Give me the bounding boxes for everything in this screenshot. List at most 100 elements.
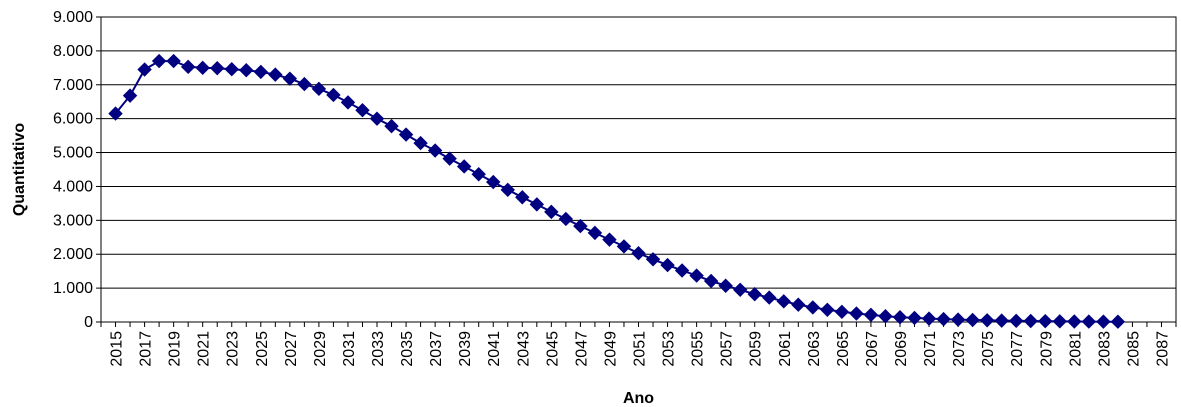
data-point-marker: [1110, 314, 1126, 329]
data-point-marker: [1023, 313, 1038, 329]
data-point-marker: [994, 313, 1009, 328]
x-tick-label: 2021: [196, 331, 213, 367]
data-point-marker: [878, 309, 893, 324]
data-point-marker: [645, 252, 661, 267]
data-point-marker: [747, 287, 762, 302]
data-point-marker: [703, 273, 719, 289]
data-point-marker: [355, 102, 370, 118]
y-tick-label: 4.000: [53, 178, 93, 195]
x-tick-label: 2067: [864, 331, 881, 367]
data-point-marker: [326, 87, 341, 103]
data-point-marker: [892, 310, 908, 325]
y-axis-title: Quantitativo: [11, 123, 28, 217]
y-tick-label: 8.000: [53, 43, 93, 60]
x-tick-label: 2075: [980, 331, 997, 367]
data-point-marker: [587, 225, 603, 241]
x-tick-label: 2063: [806, 331, 823, 367]
y-tick-label: 6.000: [53, 111, 93, 128]
data-point-marker: [427, 143, 443, 158]
x-tick-label: 2055: [690, 331, 707, 367]
x-tick-label: 2081: [1067, 331, 1084, 367]
data-point-marker: [820, 302, 835, 318]
x-tick-label: 2027: [283, 331, 300, 367]
data-point-marker: [1067, 314, 1082, 329]
y-tick-label: 0: [84, 314, 93, 331]
x-tick-label: 2065: [835, 331, 852, 367]
data-point-marker: [674, 263, 690, 278]
data-point-marker: [689, 268, 704, 283]
x-tick-label: 2079: [1038, 331, 1055, 367]
data-point-marker: [834, 304, 850, 320]
x-tick-label: 2045: [544, 331, 561, 367]
data-point-marker: [631, 245, 646, 261]
data-point-marker: [979, 313, 995, 328]
data-point-marker: [413, 135, 428, 151]
data-point-marker: [340, 95, 356, 110]
data-point-marker: [718, 278, 733, 293]
y-tick-label: 5.000: [53, 145, 93, 162]
x-tick-label: 2083: [1096, 331, 1113, 367]
data-point-marker: [122, 88, 138, 103]
data-point-marker: [137, 62, 152, 77]
data-point-marker: [602, 232, 617, 247]
y-tick-label: 9.000: [53, 9, 93, 26]
x-tick-label: 2037: [428, 331, 445, 367]
data-point-marker: [950, 312, 966, 327]
x-tick-label: 2015: [109, 331, 126, 367]
x-tick-label: 2017: [138, 331, 155, 367]
data-point-marker: [471, 167, 486, 182]
x-tick-label: 2023: [225, 331, 242, 367]
data-point-marker: [253, 64, 269, 80]
x-tick-label: 2033: [370, 331, 387, 367]
x-tick-label: 2049: [602, 331, 619, 367]
data-point-marker: [515, 190, 530, 205]
axes: 0 1.000 2.000 3.000 4.000 5.000 6.000 7.000 8.00…: [53, 9, 1177, 367]
x-tick-label: 2051: [632, 331, 649, 367]
data-point-marker: [863, 307, 879, 323]
x-tick-label: 2087: [1154, 331, 1171, 367]
y-tick-label: 2.000: [53, 246, 93, 263]
x-tick-label: 2061: [777, 331, 794, 367]
x-tick-label: 2029: [312, 331, 329, 367]
data-point-marker: [180, 59, 196, 75]
data-point-marker: [1052, 314, 1067, 329]
data-point-marker: [1096, 314, 1111, 329]
data-point-marker: [384, 118, 399, 134]
data-point-marker: [1038, 313, 1053, 329]
data-point-marker: [965, 312, 980, 328]
x-tick-label: 2039: [457, 331, 474, 367]
data-point-marker: [486, 174, 501, 190]
x-tick-label: 2053: [661, 331, 678, 367]
x-tick-label: 2071: [922, 331, 939, 367]
data-point-marker: [921, 311, 937, 326]
plot-area-frame: [100, 16, 1177, 323]
data-point-marker: [1008, 313, 1024, 329]
data-point-marker: [456, 159, 472, 174]
x-tick-label: 2085: [1125, 331, 1142, 367]
data-point-marker: [151, 53, 167, 69]
data-point-marker: [529, 197, 545, 212]
data-point-marker: [224, 61, 239, 77]
data-point-marker: [762, 290, 777, 305]
data-point-marker: [442, 151, 457, 166]
data-point-marker: [108, 106, 123, 121]
data-point-marker: [398, 127, 414, 142]
y-tick-label: 3.000: [53, 212, 93, 229]
data-point-marker: [936, 311, 951, 327]
x-tick-label: 2069: [893, 331, 910, 367]
x-axis-title: Ano: [623, 390, 654, 407]
data-point-marker: [297, 76, 312, 92]
data-point-marker: [849, 306, 864, 321]
x-tick-label: 2047: [573, 331, 590, 367]
data-point-marker: [166, 53, 181, 69]
data-point-marker: [732, 282, 748, 298]
data-point-marker: [500, 182, 515, 198]
data-point-marker: [805, 300, 821, 315]
x-tick-label: 2043: [515, 331, 532, 367]
data-point-marker: [558, 211, 574, 227]
data-point-marker: [369, 111, 385, 126]
x-tick-label: 2077: [1009, 331, 1026, 367]
x-tick-label: 2019: [167, 331, 184, 367]
